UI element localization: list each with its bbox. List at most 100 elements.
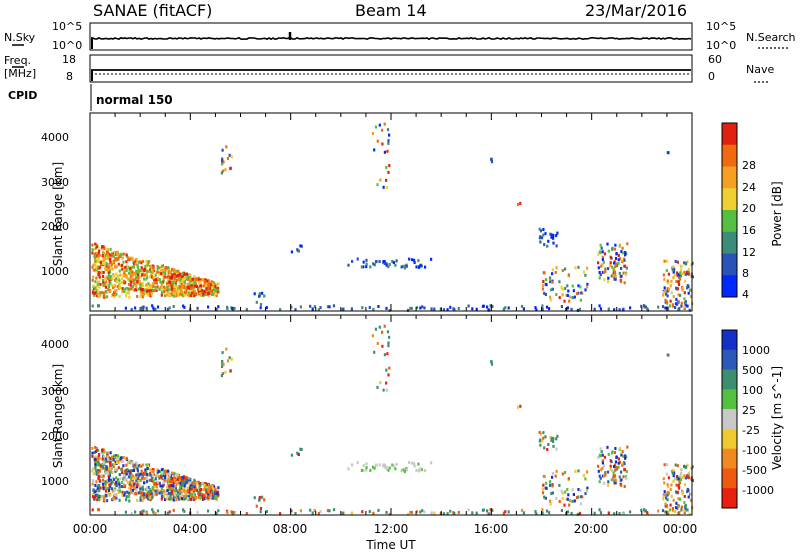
data-cell: [621, 512, 624, 516]
data-cell: [561, 472, 564, 476]
data-cell: [95, 245, 98, 249]
data-cell: [129, 484, 133, 488]
data-cell: [400, 265, 403, 269]
data-cell: [136, 483, 139, 487]
data-cell: [181, 293, 184, 297]
data-cell: [326, 509, 330, 513]
data-cell: [548, 307, 551, 311]
data-cell: [176, 473, 179, 477]
data-cell: [162, 475, 165, 479]
data-cell: [110, 467, 113, 471]
data-cell: [105, 283, 108, 287]
data-cell: [128, 492, 131, 495]
data-cell: [561, 287, 564, 291]
data-cell: [115, 292, 118, 296]
data-cell: [135, 258, 138, 261]
data-cell: [675, 490, 678, 494]
noise-tick-left-top: 10^5: [52, 20, 82, 33]
data-cell: [141, 492, 144, 496]
data-cell: [177, 474, 180, 478]
data-cell: [221, 365, 224, 368]
data-cell: [549, 298, 552, 302]
data-cell: [126, 490, 129, 494]
data-cell: [166, 275, 169, 279]
colorbar-step: [722, 468, 737, 489]
data-cell: [683, 505, 687, 509]
data-cell: [550, 436, 554, 440]
data-cell: [576, 512, 579, 516]
data-cell: [98, 494, 101, 498]
data-cell: [522, 511, 525, 515]
data-cell: [186, 486, 189, 490]
data-cell: [586, 470, 589, 474]
data-cell: [111, 487, 114, 491]
data-cell: [671, 508, 674, 512]
data-cell: [114, 289, 117, 293]
data-cell: [172, 280, 175, 284]
data-cell: [683, 301, 687, 305]
data-cell: [560, 305, 563, 308]
data-cell: [129, 478, 132, 482]
data-cell: [140, 273, 144, 277]
data-cell: [135, 269, 138, 273]
data-cell: [672, 498, 675, 502]
data-cell: [675, 475, 679, 478]
data-cell: [319, 306, 322, 310]
data-cell: [545, 305, 549, 309]
data-cell: [665, 472, 668, 476]
data-cell: [115, 496, 118, 500]
data-cell: [688, 512, 691, 516]
data-cell: [205, 287, 208, 291]
data-cell: [662, 497, 665, 501]
data-cell: [117, 490, 120, 494]
data-cell: [567, 273, 570, 277]
data-cell: [442, 512, 445, 516]
data-cell: [671, 266, 674, 270]
data-cell: [93, 291, 97, 295]
data-cell: [121, 485, 124, 488]
data-cell: [378, 325, 381, 329]
data-cell: [674, 510, 677, 513]
data-cell: [482, 304, 485, 308]
data-cell: [215, 307, 218, 311]
data-cell: [670, 483, 673, 487]
data-cell: [96, 294, 99, 298]
data-cell: [102, 258, 106, 262]
data-cell: [259, 507, 263, 510]
data-cell: [125, 260, 128, 264]
data-cell: [597, 464, 600, 468]
data-cell: [133, 476, 136, 480]
data-cell: [258, 496, 261, 499]
data-cell: [198, 493, 201, 496]
data-cell: [199, 495, 202, 499]
data-cell: [615, 466, 618, 470]
data-cell: [108, 461, 111, 465]
data-cell: [172, 268, 175, 272]
data-cell: [142, 305, 145, 309]
data-cell: [558, 500, 561, 503]
colorbar-step: [722, 253, 737, 276]
data-cell: [134, 463, 137, 467]
data-cell: [563, 503, 566, 507]
noise-panel: N.Sky 10^5 10^0 10^5 10^0 N.Search: [4, 20, 796, 52]
data-cell: [153, 281, 157, 285]
data-cell: [541, 304, 544, 308]
data-cell: [665, 496, 668, 500]
data-cell: [665, 300, 668, 304]
data-cell: [172, 484, 175, 488]
data-cell: [675, 279, 678, 283]
data-cell: [534, 510, 537, 514]
data-cell: [419, 263, 422, 267]
data-cell: [116, 478, 119, 482]
data-cell: [167, 268, 170, 272]
data-cell: [387, 468, 390, 472]
data-cell: [213, 491, 217, 495]
data-cell: [622, 251, 625, 255]
data-cell: [103, 294, 106, 298]
data-cell: [361, 510, 364, 514]
data-cell: [372, 262, 375, 266]
cpid-label: CPID: [8, 89, 37, 102]
data-cell: [163, 469, 166, 473]
data-cell: [97, 245, 100, 249]
data-cell: [166, 488, 169, 492]
